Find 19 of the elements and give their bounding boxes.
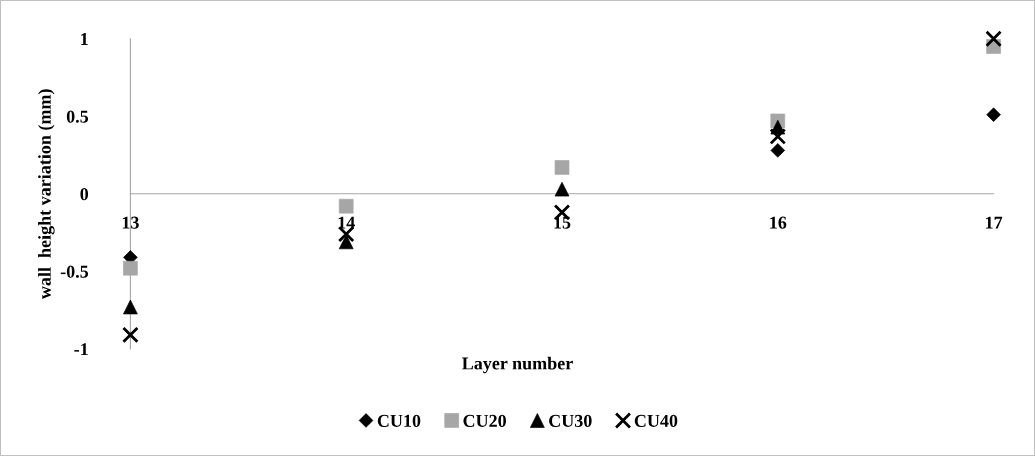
legend-label: CU20 — [463, 414, 506, 427]
y-tick-label: 1 — [81, 33, 88, 46]
point — [985, 30, 1002, 48]
y-tick-label: -1 — [74, 343, 88, 356]
x-axis-title: Layer number — [462, 356, 573, 374]
point — [769, 128, 787, 145]
x-tick-label: 17 — [986, 216, 1003, 229]
x-tick-label: 16 — [770, 216, 787, 229]
y-tick-label: -0.5 — [60, 265, 89, 278]
point — [338, 198, 354, 214]
y-tick-label: 0.5 — [66, 110, 89, 123]
legend-label: CU40 — [634, 414, 678, 427]
point — [122, 326, 139, 344]
x-tick-label: 13 — [122, 216, 139, 229]
y-axis-title: wall height variation (mm) — [38, 89, 55, 300]
y-tick-label: 0 — [80, 188, 89, 201]
point — [123, 260, 138, 276]
legend-label: CU30 — [549, 414, 592, 427]
legend-label: CU10 — [377, 414, 421, 427]
